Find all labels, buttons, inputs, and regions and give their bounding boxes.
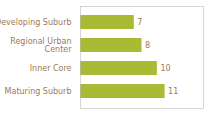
svg-text:11: 11 bbox=[168, 87, 178, 96]
svg-text:Inner Core: Inner Core bbox=[30, 64, 72, 73]
svg-text:Developing Suburb: Developing Suburb bbox=[0, 18, 72, 27]
svg-text:10: 10 bbox=[160, 64, 170, 73]
svg-text:8: 8 bbox=[145, 41, 150, 50]
svg-text:Maturing Suburb: Maturing Suburb bbox=[5, 87, 72, 96]
svg-text:Regional UrbanCenter: Regional UrbanCenter bbox=[10, 37, 72, 54]
svg-text:7: 7 bbox=[137, 18, 142, 27]
